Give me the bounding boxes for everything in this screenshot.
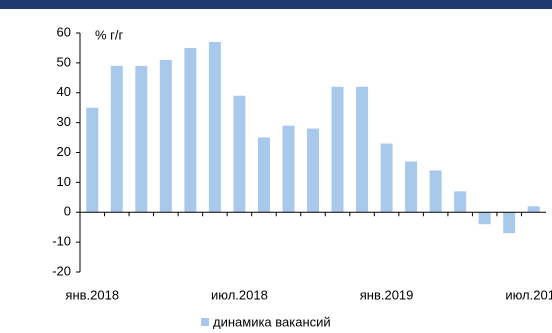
x-tick-label: июл.2019	[505, 287, 552, 302]
y-tick-label: 40	[57, 84, 71, 99]
bar	[86, 107, 99, 213]
y-tick-label: 60	[57, 24, 71, 39]
legend-swatch	[201, 318, 209, 326]
bar	[233, 95, 246, 213]
x-tick-label: янв.2019	[360, 287, 414, 302]
legend-label: динамика вакансий	[213, 314, 331, 329]
bar	[527, 206, 540, 213]
x-tick-label: янв.2018	[65, 287, 119, 302]
bar	[208, 41, 221, 213]
bar	[184, 47, 197, 213]
y-tick-label: 50	[57, 54, 71, 69]
y-tick-label: 10	[57, 174, 71, 189]
bar	[282, 125, 295, 213]
y-tick-label: 20	[57, 144, 71, 159]
y-tick-label: -20	[52, 263, 71, 278]
bar	[380, 143, 393, 213]
bar	[429, 170, 442, 213]
bar	[307, 128, 319, 213]
y-tick-label: -10	[52, 234, 71, 249]
bar	[159, 59, 172, 213]
x-tick-label: июл.2018	[211, 287, 268, 302]
header-bar	[0, 0, 552, 9]
y-tick-label: 30	[57, 114, 71, 129]
bar	[257, 137, 270, 213]
bar	[454, 191, 467, 213]
bar	[135, 65, 148, 213]
bar	[356, 86, 369, 213]
y-axis-label: % г/г	[95, 27, 124, 42]
bar	[478, 212, 491, 225]
y-tick-label: 0	[64, 204, 71, 219]
bar	[405, 161, 418, 213]
bar	[110, 65, 123, 213]
bar	[331, 86, 344, 213]
bar	[503, 212, 516, 234]
